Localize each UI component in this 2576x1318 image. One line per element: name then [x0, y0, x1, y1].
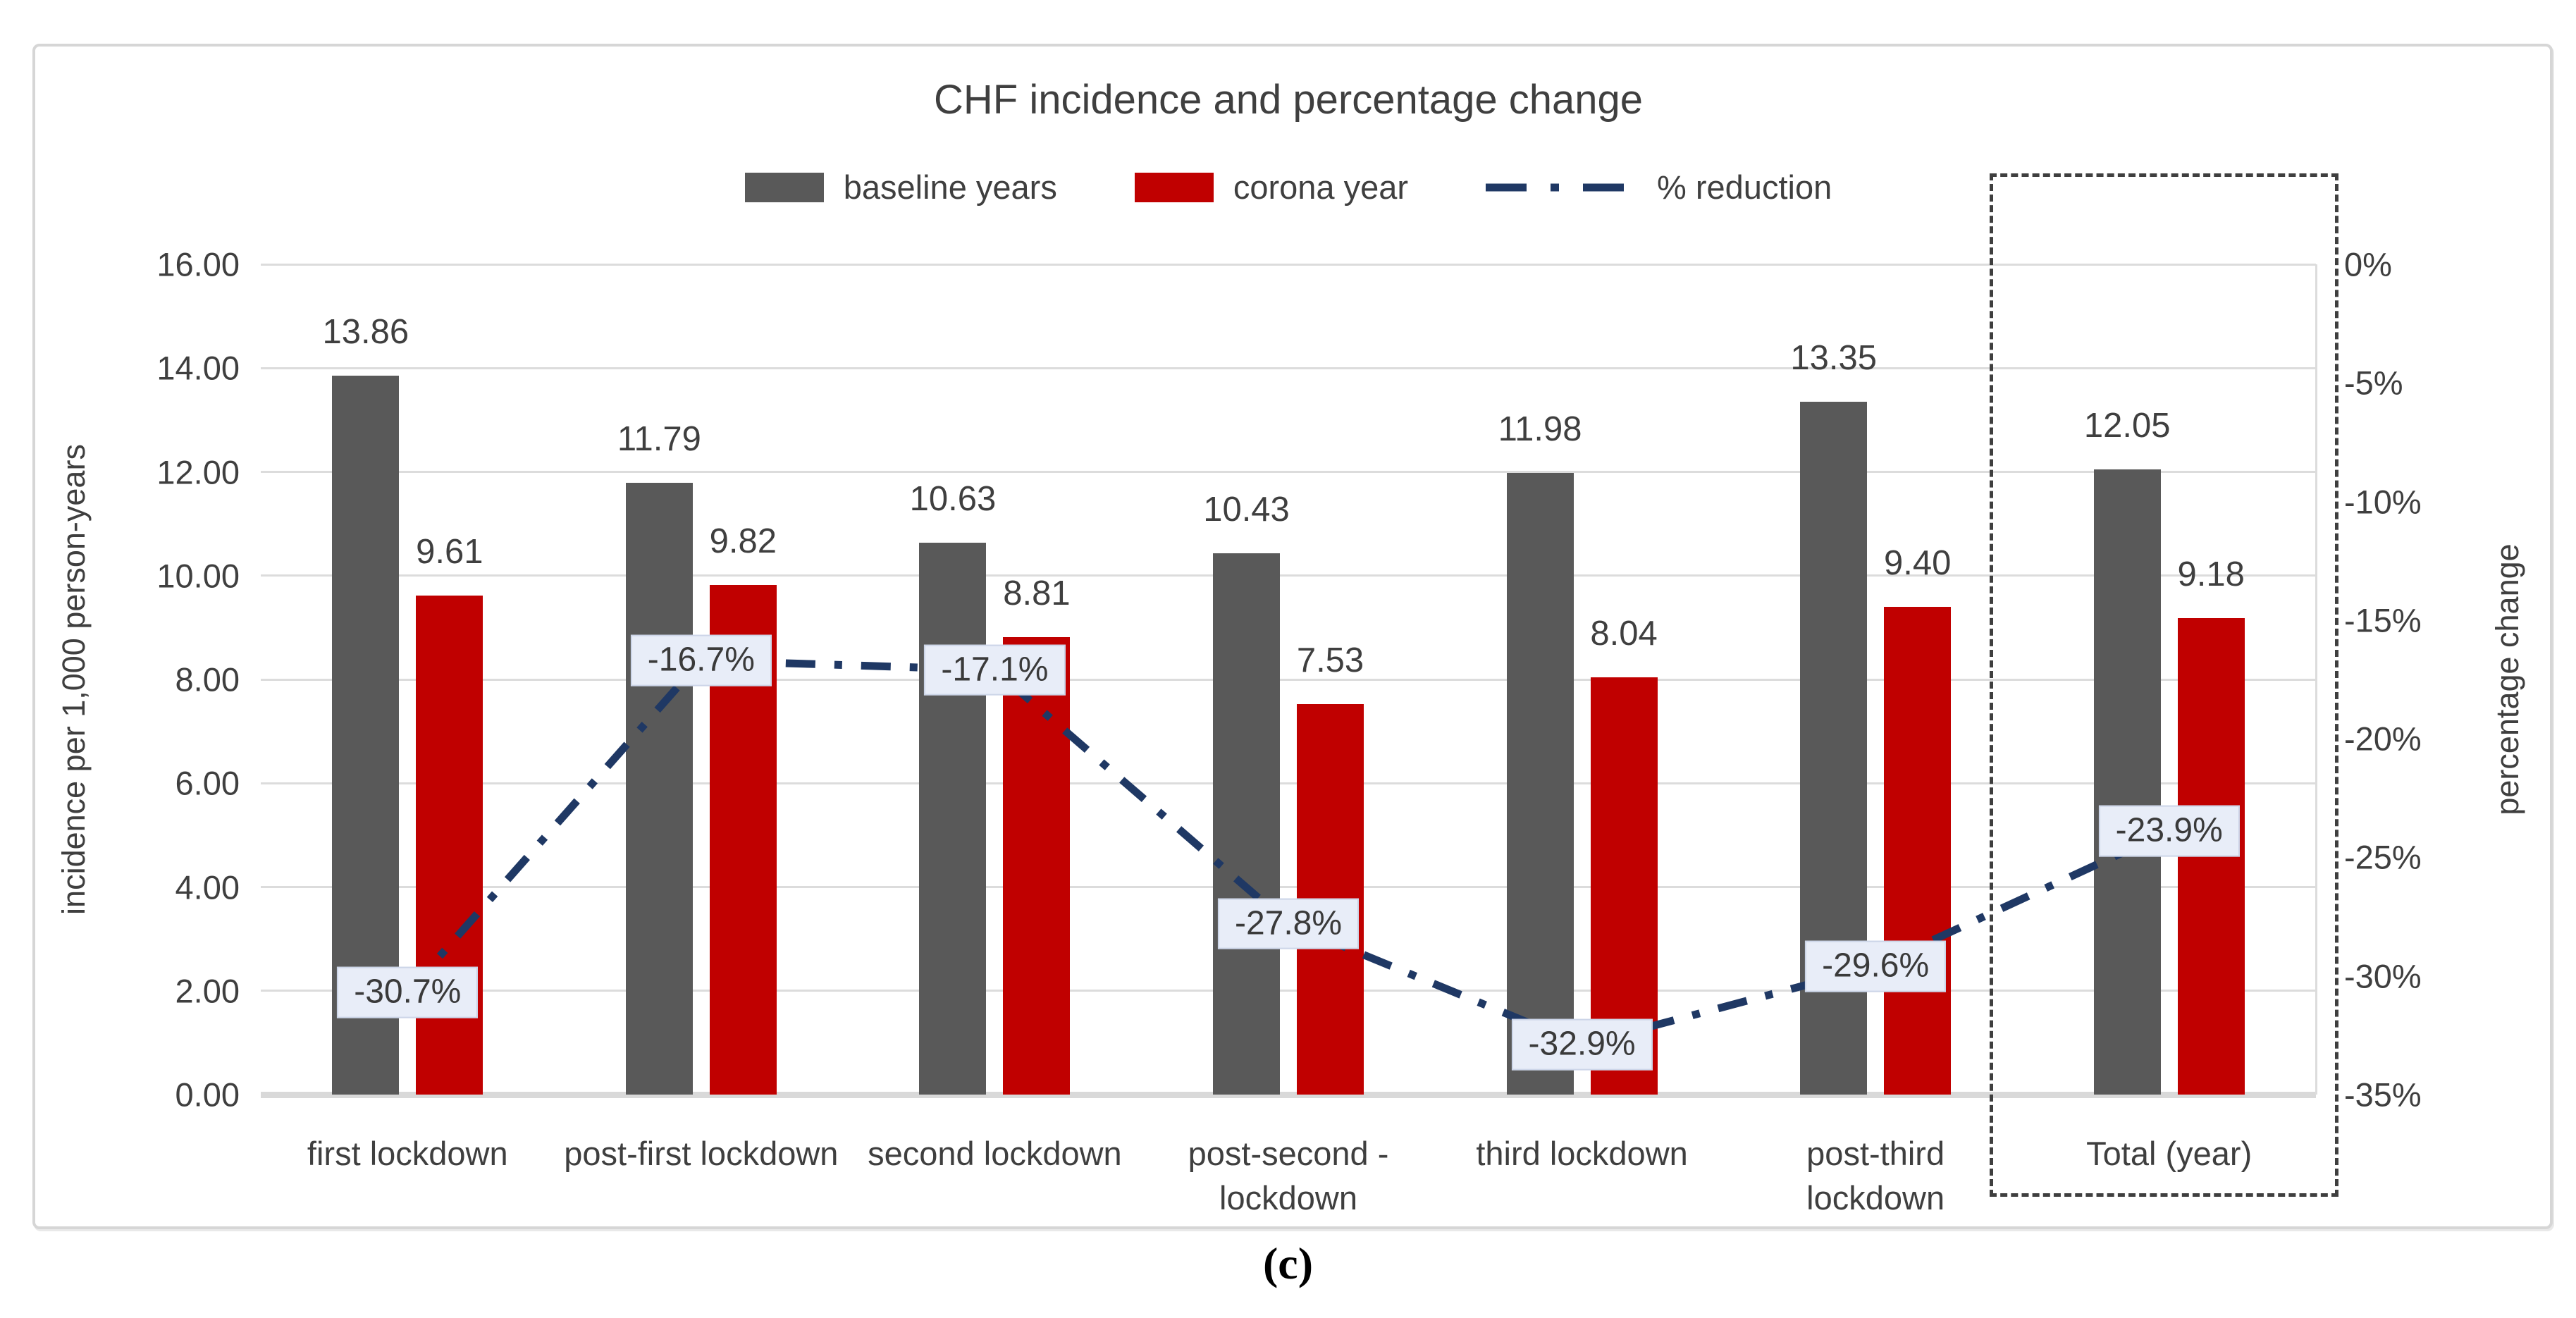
- category-label: Total (year): [2086, 1135, 2253, 1172]
- baseline-bar: [1506, 472, 1574, 1095]
- gridline: [261, 367, 2316, 369]
- bar-value-label: 9.40: [1883, 543, 1952, 582]
- x-axis-line: [261, 1092, 2316, 1098]
- dash-dot-line-icon: [1486, 183, 1638, 191]
- category-label: second lockdown: [868, 1135, 1122, 1172]
- y-axis-tick-label: 8.00: [175, 660, 240, 698]
- legend-item-corona-year: corona year: [1134, 168, 1409, 207]
- secondary-axis-tick-label: -30%: [2344, 957, 2422, 995]
- corona-bar: [1884, 606, 1952, 1095]
- bar-value-label: 8.04: [1590, 615, 1658, 653]
- y-axis-tick-label: 0.00: [175, 1076, 240, 1114]
- legend-label-pct-reduction: % reduction: [1657, 168, 1832, 206]
- total-year-highlight-box: [1990, 173, 2338, 1197]
- gridline: [261, 471, 2316, 473]
- pct-reduction-point-label: -16.7%: [630, 634, 772, 686]
- y-axis-tick-label: 6.00: [175, 764, 240, 802]
- bar-value-label: 9.82: [709, 522, 777, 560]
- y-axis-tick-label: 10.00: [156, 557, 240, 595]
- baseline-years-swatch-icon: [744, 172, 824, 202]
- y-axis-tick-label: 16.00: [156, 245, 240, 283]
- gridline: [261, 574, 2316, 577]
- pct-reduction-point-label: -29.6%: [1805, 940, 1947, 992]
- secondary-axis-tick-label: -20%: [2344, 720, 2422, 758]
- category-label: third lockdown: [1476, 1135, 1688, 1172]
- bar-value-label: 10.63: [909, 480, 997, 519]
- pct-reduction-point-label: -17.1%: [924, 644, 1066, 696]
- secondary-axis-tick-label: -10%: [2344, 483, 2422, 521]
- pct-reduction-point-label: -27.8%: [1217, 898, 1360, 950]
- right-axis-line: [2315, 264, 2317, 1095]
- category-label: first lockdown: [307, 1135, 508, 1172]
- figure-caption: (c): [1262, 1238, 1314, 1288]
- baseline-bar: [625, 482, 693, 1095]
- gridline: [261, 263, 2316, 266]
- pct-reduction-point-label: -23.9%: [2098, 805, 2240, 857]
- bar-value-label: 13.86: [322, 312, 409, 351]
- bar-value-label: 11.79: [617, 419, 701, 458]
- corona-bar: [416, 596, 483, 1095]
- bar-value-label: 9.61: [416, 533, 483, 572]
- corona-bar: [1003, 637, 1071, 1095]
- pct-reduction-point-label: -32.9%: [1511, 1018, 1653, 1071]
- y-axis-tick-label: 14.00: [156, 349, 240, 387]
- corona-year-swatch-icon: [1134, 172, 1214, 202]
- bar-value-label: 8.81: [1003, 574, 1071, 613]
- bar-value-label: 11.98: [1498, 409, 1582, 448]
- bar-value-label: 7.53: [1296, 641, 1364, 679]
- category-label: post-second - lockdown: [1188, 1135, 1389, 1217]
- secondary-axis-tick-label: -25%: [2344, 838, 2422, 876]
- chart-legend: baseline years corona year % reduction: [261, 168, 2316, 207]
- bar-value-label: 13.35: [1790, 339, 1877, 378]
- legend-item-pct-reduction: % reduction: [1486, 168, 1832, 207]
- secondary-axis-tick-label: -15%: [2344, 601, 2422, 639]
- bar-value-label: 10.43: [1203, 491, 1290, 529]
- legend-label-corona-year: corona year: [1233, 168, 1409, 206]
- secondary-axis-tick-label: 0%: [2344, 245, 2392, 283]
- secondary-axis-tick-label: -5%: [2344, 364, 2403, 402]
- baseline-bar: [1213, 553, 1280, 1095]
- legend-item-baseline-years: baseline years: [744, 168, 1057, 207]
- bar-value-label: 9.18: [2177, 555, 2245, 594]
- bar-value-label: 12.05: [2083, 406, 2171, 445]
- pct-reduction-point-label: -30.7%: [337, 966, 479, 1018]
- legend-label-baseline-years: baseline years: [843, 168, 1057, 206]
- baseline-bar: [919, 543, 987, 1095]
- y-axis-tick-label: 2.00: [175, 972, 240, 1010]
- secondary-axis-tick-label: -35%: [2344, 1076, 2422, 1114]
- category-label: post-third lockdown: [1806, 1135, 1945, 1217]
- chart-title: CHF incidence and percentage change: [934, 77, 1643, 123]
- category-label: post-first lockdown: [564, 1135, 839, 1172]
- y-axis-tick-label: 4.00: [175, 868, 240, 906]
- right-axis-title: percentage change: [2489, 543, 2525, 815]
- y-axis-tick-label: 12.00: [156, 453, 240, 491]
